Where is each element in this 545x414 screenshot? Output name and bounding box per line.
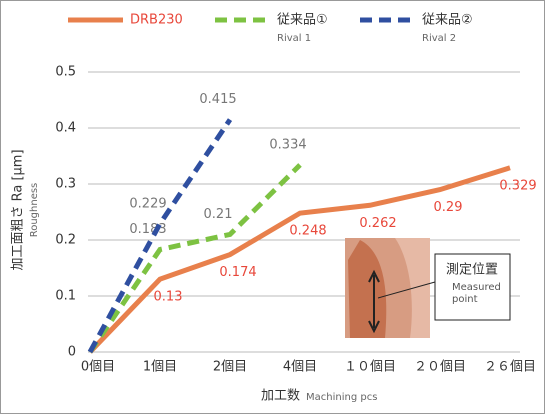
y-tick-label: 0.1 [55, 289, 76, 304]
y-tick-label: 0.3 [55, 177, 76, 192]
annotation-text: Measured point [452, 282, 501, 305]
data-label: 0.29 [434, 200, 463, 215]
x-tick-label: ２０個目 [414, 360, 466, 375]
data-label: 0.174 [219, 265, 256, 280]
data-label: 0.183 [129, 222, 166, 237]
legend-sublabel: Rival 1 [277, 33, 311, 44]
data-label: 0.415 [199, 92, 236, 107]
photo [345, 238, 511, 338]
annotation-box: Measured point [452, 282, 501, 305]
legend-sublabel: Rival 2 [422, 33, 456, 44]
legend-label: 従来品② [422, 13, 473, 28]
x-tick-label: 1個目 [143, 360, 177, 375]
x-label: 加工数 [261, 389, 300, 404]
x-tick-label: ２６個目 [484, 360, 536, 375]
data-label: 0.329 [499, 178, 536, 193]
x-label-sub: Machining pcs [306, 392, 377, 403]
y-tick-label: 0.4 [55, 121, 76, 136]
y-label: 加工面粗さ Ra [μm] [11, 149, 26, 270]
x-tick-label: 2個目 [213, 360, 247, 375]
data-label: 0.262 [359, 216, 396, 231]
data-label: 0.248 [289, 224, 326, 239]
y-label-sub: Roughness [29, 183, 40, 238]
y-tick-label: 0.5 [55, 65, 76, 80]
y-tick-label: 0.2 [55, 233, 76, 248]
annotation-title: 測定位置 [446, 263, 498, 278]
y-tick-label: 0 [68, 345, 76, 360]
line [87, 163, 302, 354]
x-tick-label: 4個目 [283, 360, 317, 375]
legend-label: 従来品① [277, 13, 328, 28]
x-tick-label: １０個目 [344, 360, 396, 375]
data-label: 0.334 [269, 137, 306, 152]
data-label: 0.21 [204, 207, 233, 222]
line [88, 165, 511, 354]
legend-label: DRB230 [130, 13, 183, 28]
x-tick-label: 0個目 [81, 360, 115, 375]
line [87, 118, 233, 354]
data-label: 0.229 [129, 196, 166, 211]
data-label: 0.13 [154, 290, 183, 305]
